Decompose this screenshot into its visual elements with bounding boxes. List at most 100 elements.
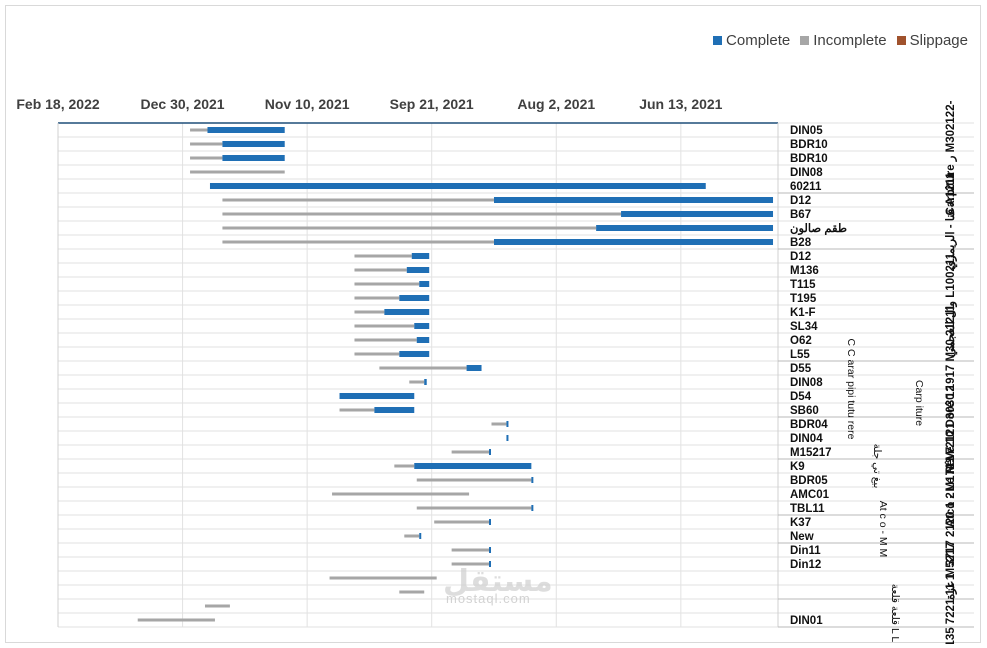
incomplete-bar bbox=[416, 478, 532, 482]
incomplete-bar bbox=[354, 338, 417, 342]
row-label: SB60 bbox=[790, 405, 819, 417]
row-label: BDR04 bbox=[790, 419, 828, 431]
row-label: DIN05 bbox=[790, 125, 823, 137]
row-label: K37 bbox=[790, 517, 811, 529]
incomplete-bar bbox=[329, 576, 437, 580]
x-tick-label: Nov 10, 2021 bbox=[265, 96, 350, 112]
row-label: AMC01 bbox=[790, 489, 830, 501]
row-label: T115 bbox=[790, 279, 816, 291]
row-label: 60211 bbox=[790, 181, 822, 193]
incomplete-bar bbox=[451, 450, 490, 454]
extra-column-label: C C arar pipi tutu rere bbox=[845, 339, 857, 440]
incomplete-bar bbox=[137, 618, 215, 622]
incomplete-bar bbox=[451, 562, 490, 566]
complete-bar bbox=[414, 323, 430, 329]
row-label: K1-F bbox=[790, 307, 816, 319]
incomplete-bar bbox=[190, 156, 223, 160]
row-label: M15217 bbox=[790, 447, 832, 459]
row-label: O62 bbox=[790, 335, 812, 347]
legend-label-complete: Complete bbox=[726, 32, 791, 49]
incomplete-bar bbox=[222, 226, 597, 230]
complete-bar bbox=[531, 505, 534, 511]
incomplete-bar bbox=[434, 520, 490, 524]
complete-bar bbox=[209, 183, 706, 189]
row-label: T195 bbox=[790, 293, 817, 305]
complete-bar bbox=[489, 449, 492, 455]
row-label: New bbox=[790, 531, 814, 543]
legend: Complete Incomplete Slippage bbox=[713, 32, 968, 49]
complete-bar bbox=[339, 393, 415, 399]
complete-bar bbox=[596, 225, 774, 231]
incomplete-bar bbox=[354, 296, 400, 300]
complete-bar bbox=[531, 477, 534, 483]
incomplete-bar bbox=[222, 240, 494, 244]
row-label: L55 bbox=[790, 349, 810, 361]
legend-swatch-slippage bbox=[896, 36, 906, 45]
complete-bar bbox=[406, 267, 430, 273]
incomplete-bar bbox=[354, 254, 412, 258]
complete-bar bbox=[424, 379, 427, 385]
legend-incomplete: Incomplete bbox=[800, 32, 887, 49]
group-label: عزة M5217 bbox=[945, 542, 958, 600]
row-label: BDR10 bbox=[790, 153, 828, 165]
group-label: Atco - M1721 7 bbox=[945, 447, 957, 528]
legend-slippage: Slippage bbox=[896, 32, 968, 49]
row-label: DIN08 bbox=[790, 377, 823, 389]
extra-column-label: Carp iture bbox=[913, 380, 925, 426]
row-label: طقم صالون bbox=[790, 222, 847, 236]
group-label: وال العجمي L100211 bbox=[944, 252, 958, 357]
watermark-arabic: مستقل bbox=[443, 564, 553, 599]
row-label: D54 bbox=[790, 391, 812, 403]
complete-bar bbox=[414, 463, 532, 469]
row-label: Din12 bbox=[790, 559, 821, 571]
row-label: D12 bbox=[790, 251, 811, 263]
legend-label-incomplete: Incomplete bbox=[813, 32, 887, 49]
incomplete-bar bbox=[416, 506, 532, 510]
row-label: D12 bbox=[790, 195, 811, 207]
row-label: D55 bbox=[790, 363, 812, 375]
gantt-chart: Feb 18, 2022 Dec 30, 2021 Nov 10, 2021 Sep … bbox=[16, 96, 974, 644]
incomplete-bar bbox=[451, 548, 490, 552]
complete-bar bbox=[621, 211, 774, 217]
complete-bar bbox=[419, 281, 430, 287]
x-tick-label: Aug 2, 2021 bbox=[517, 96, 595, 112]
extra-column-label: قلعة قلعة L L bbox=[889, 584, 901, 643]
x-tick-label: Jun 13, 2021 bbox=[639, 96, 722, 112]
complete-bar bbox=[207, 127, 285, 133]
legend-swatch-incomplete bbox=[800, 36, 810, 45]
row-label: M136 bbox=[790, 265, 819, 277]
complete-bar bbox=[506, 435, 509, 441]
x-tick-label: Dec 30, 2021 bbox=[141, 96, 225, 112]
complete-bar bbox=[489, 561, 492, 567]
legend-complete: Complete bbox=[713, 32, 790, 49]
complete-bar bbox=[399, 295, 430, 301]
incomplete-bar bbox=[190, 170, 285, 174]
incomplete-bar bbox=[354, 352, 400, 356]
group-label: 3717 2120 1 2 bbox=[945, 492, 957, 566]
complete-bar bbox=[419, 533, 422, 539]
group-label: Carpiture ر M302122- bbox=[945, 100, 958, 215]
complete-bar bbox=[416, 337, 430, 343]
row-label: BDR05 bbox=[790, 475, 828, 487]
row-label: DIN08 bbox=[790, 167, 823, 179]
complete-bar bbox=[506, 421, 509, 427]
incomplete-bar bbox=[404, 534, 420, 538]
row-label: SL34 bbox=[790, 321, 818, 333]
complete-bar bbox=[411, 253, 430, 259]
incomplete-bar bbox=[354, 324, 415, 328]
incomplete-bar bbox=[354, 310, 385, 314]
group-label: قنا - الريمزي A1211 bbox=[944, 172, 958, 270]
row-label: B67 bbox=[790, 209, 811, 221]
group-label: Le Rêve 10 Doré 12 bbox=[945, 385, 957, 490]
group-label: M M 2121 3030 1917 M30 21211 bbox=[945, 304, 957, 473]
incomplete-bar bbox=[491, 422, 507, 426]
complete-bar bbox=[374, 407, 415, 413]
row-label: K9 bbox=[790, 461, 805, 473]
legend-label-slippage: Slippage bbox=[909, 32, 968, 49]
incomplete-bar bbox=[339, 408, 375, 412]
complete-bar bbox=[489, 519, 492, 525]
incomplete-bar bbox=[409, 380, 425, 384]
incomplete-bar bbox=[394, 464, 415, 468]
complete-bar bbox=[493, 239, 774, 245]
incomplete-bar bbox=[190, 128, 208, 132]
